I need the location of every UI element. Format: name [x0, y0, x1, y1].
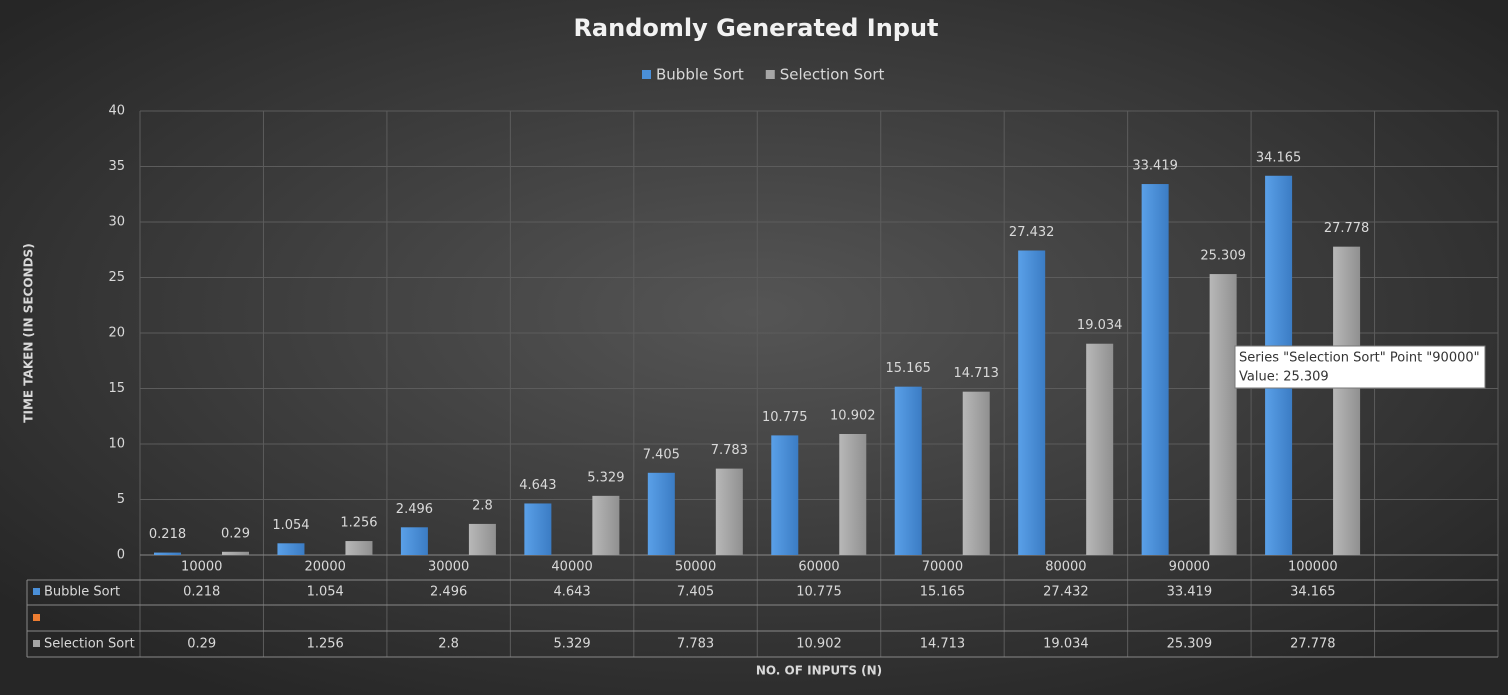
y-tick-label: 15 — [108, 381, 125, 396]
value-label: 27.432 — [1009, 225, 1055, 240]
legend-key — [765, 70, 775, 79]
table-cell: 7.783 — [677, 637, 714, 652]
bar — [1018, 250, 1046, 555]
legend-key — [642, 70, 651, 79]
table-cell: 10.775 — [796, 585, 842, 600]
value-label: 15.165 — [885, 361, 931, 376]
bar — [592, 495, 620, 555]
legend-key — [33, 588, 40, 595]
value-label: 19.034 — [1077, 318, 1123, 333]
table-cell: 2.8 — [438, 637, 459, 652]
table-cell: 33.419 — [1167, 585, 1213, 600]
table-cell: 10.902 — [796, 637, 842, 652]
value-label: 7.783 — [711, 443, 748, 458]
bar — [839, 433, 867, 555]
bar — [894, 386, 922, 555]
x-tick-label: 60000 — [798, 560, 839, 575]
table-cell: 27.432 — [1043, 585, 1089, 600]
value-label: 25.309 — [1200, 249, 1246, 264]
table-row-label: Selection Sort — [44, 637, 135, 652]
bar — [1333, 246, 1361, 556]
y-tick-label: 20 — [108, 326, 125, 341]
y-tick-label: 10 — [108, 437, 125, 452]
x-tick-label: 40000 — [551, 560, 592, 575]
bar — [1086, 343, 1114, 555]
y-tick-label: 35 — [108, 159, 125, 174]
y-tick-label: 40 — [108, 104, 125, 119]
table-cell: 1.256 — [307, 637, 344, 652]
bar — [1209, 274, 1237, 555]
table-cell: 0.218 — [183, 585, 220, 600]
value-label: 10.775 — [762, 410, 808, 425]
x-tick-label: 50000 — [675, 560, 716, 575]
value-label: 0.218 — [149, 527, 186, 542]
table-row-label: Bubble Sort — [44, 585, 120, 600]
legend-key — [33, 640, 40, 647]
value-label: 34.165 — [1256, 150, 1302, 165]
value-label: 0.29 — [221, 526, 250, 541]
bar — [154, 552, 181, 555]
table-cell: 4.643 — [553, 585, 590, 600]
value-label: 10.902 — [830, 408, 876, 423]
value-label: 1.054 — [272, 518, 309, 533]
value-label: 33.419 — [1132, 159, 1178, 174]
bar — [277, 543, 305, 555]
x-tick-label: 90000 — [1169, 560, 1210, 575]
table-cell: 27.778 — [1290, 637, 1336, 652]
table-cell: 15.165 — [920, 585, 966, 600]
bar — [1141, 184, 1169, 555]
x-tick-label: 70000 — [922, 560, 963, 575]
tooltip-text: Value: 25.309 — [1239, 370, 1329, 385]
x-tick-label: 100000 — [1288, 560, 1338, 575]
table-cell: 25.309 — [1167, 637, 1213, 652]
value-label: 2.8 — [472, 498, 493, 513]
table-cell: 34.165 — [1290, 585, 1336, 600]
table-cell: 2.496 — [430, 585, 467, 600]
y-tick-label: 0 — [117, 548, 125, 563]
y-tick-label: 5 — [117, 492, 125, 507]
x-axis-title: NO. OF INPUTS (N) — [756, 664, 882, 678]
value-label: 4.643 — [519, 478, 556, 493]
x-tick-label: 10000 — [181, 560, 222, 575]
bar — [647, 472, 675, 555]
y-tick-label: 30 — [108, 215, 125, 230]
bar — [524, 503, 552, 555]
bar — [400, 527, 428, 555]
x-tick-label: 30000 — [428, 560, 469, 575]
bar — [771, 435, 799, 555]
x-tick-label: 20000 — [305, 560, 346, 575]
table-cell: 19.034 — [1043, 637, 1089, 652]
chart-title: Randomly Generated Input — [573, 14, 938, 42]
bar — [962, 391, 990, 555]
value-label: 2.496 — [396, 502, 433, 517]
legend-label: Bubble Sort — [656, 66, 744, 84]
y-tick-label: 25 — [108, 270, 125, 285]
table-cell: 5.329 — [553, 637, 590, 652]
bar — [715, 468, 743, 555]
value-label: 14.713 — [953, 366, 999, 381]
y-axis-title: TIME TAKEN (IN SECONDS) — [22, 243, 36, 422]
legend-key — [33, 614, 40, 621]
value-label: 5.329 — [587, 470, 624, 485]
x-tick-label: 80000 — [1045, 560, 1086, 575]
table-cell: 14.713 — [920, 637, 966, 652]
tooltip-text: Series "Selection Sort" Point "90000" — [1239, 351, 1480, 366]
value-label: 7.405 — [643, 447, 680, 462]
value-label: 1.256 — [340, 516, 377, 531]
table-cell: 1.054 — [307, 585, 344, 600]
tooltip — [1234, 345, 1486, 389]
table-cell: 7.405 — [677, 585, 714, 600]
bar — [222, 551, 249, 555]
bar — [468, 523, 496, 555]
bar — [345, 541, 373, 555]
table-cell: 0.29 — [187, 637, 216, 652]
value-label: 27.778 — [1324, 221, 1370, 236]
legend-label: Selection Sort — [780, 66, 885, 84]
